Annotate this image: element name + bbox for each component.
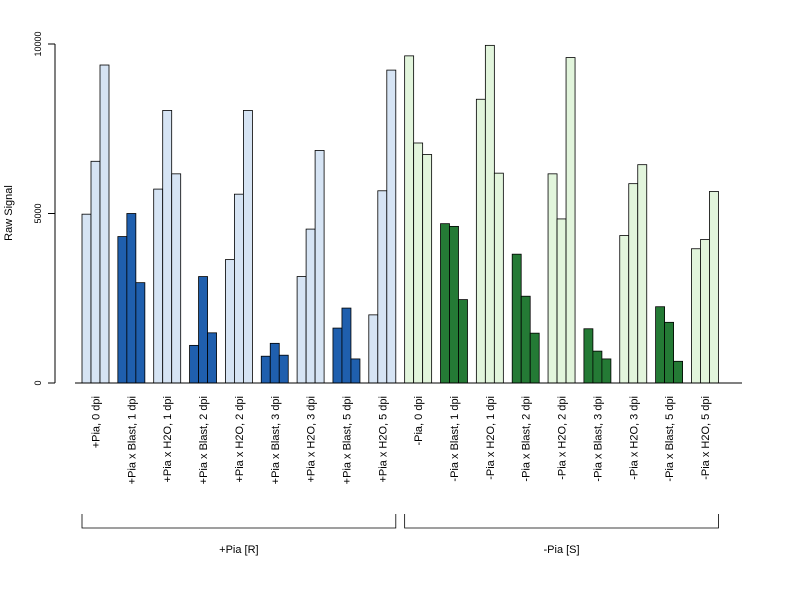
bar [583,328,594,384]
bar [413,142,424,384]
bar [350,358,361,384]
x-tick-label: +Pia x Blast, 2 dpi [198,396,210,484]
category-labels: +Pia, 0 dpi +Pia x Blast, 1 dpi +Pia x H2O… [91,396,712,484]
bar [458,299,468,384]
bar [314,150,325,384]
bar [511,253,522,384]
y-tick-label: 10000 [33,31,43,56]
bar [601,358,612,384]
x-tick-label: +Pia x Blast, 5 dpi [341,396,353,484]
bar [153,188,164,384]
x-tick-label: -Pia x H2O, 5 dpi [700,396,712,480]
x-tick-label: -Pia x Blast, 2 dpi [521,396,533,482]
bar [619,235,630,384]
bar [628,183,639,384]
bar [664,321,674,384]
bar [189,344,199,384]
bar [556,218,567,384]
bar [691,248,701,384]
bar [493,172,504,384]
y-axis-title: Raw Signal [3,185,15,241]
bar [126,213,137,384]
bar [700,239,710,384]
x-tick-label: +Pia x Blast, 1 dpi [126,396,138,484]
bar [386,69,397,384]
bar [260,355,271,384]
bar [81,213,92,384]
bar [368,314,379,384]
bar [162,110,173,384]
bar [377,190,388,384]
x-tick-label: -Pia x Blast, 5 dpi [664,396,676,482]
x-tick-label: +Pia, 0 dpi [91,396,103,448]
bar [592,350,603,384]
x-tick-label: -Pia x H2O, 2 dpi [557,396,569,480]
group-label: -Pia [S] [544,544,580,556]
group-label: +Pia [R] [219,544,258,556]
bar [305,228,316,384]
x-tick-label: -Pia x Blast, 3 dpi [592,396,604,482]
x-tick-label: +Pia x H2O, 5 dpi [377,396,389,483]
bar [341,307,352,384]
x-tick-label: -Pia x H2O, 1 dpi [485,396,497,480]
bar [332,327,343,384]
bar [565,57,576,384]
x-tick-label: -Pia x H2O, 3 dpi [628,396,640,480]
bar [90,160,101,384]
bars-layer [81,44,719,384]
bar [171,173,182,384]
group-brackets: +Pia [R] -Pia [S] [81,514,719,556]
x-tick-label: -Pia x Blast, 1 dpi [449,396,461,482]
bar [475,98,486,384]
y-tick-label: 5000 [33,203,43,223]
bar [207,332,217,384]
bar [269,342,280,384]
bar [440,223,450,384]
bar [404,55,415,384]
bar [449,225,459,384]
group-bracket [81,514,397,529]
bar [224,259,235,384]
bar [520,295,531,384]
y-tick-label: 0 [33,380,43,385]
bar [529,332,540,384]
group-bracket [404,514,719,529]
x-tick-label: +Pia x Blast, 3 dpi [270,396,282,484]
bar [242,110,253,384]
bar [709,191,719,384]
bar [637,164,648,384]
bar [135,282,146,384]
x-tick-label: +Pia x H2O, 3 dpi [306,396,318,483]
bar [198,276,208,384]
bar [117,236,128,384]
bar [547,173,558,384]
bar [655,306,665,384]
x-tick-label: +Pia x H2O, 1 dpi [162,396,174,483]
bar [296,276,307,384]
bar [99,64,110,384]
bar [673,360,683,384]
bar [484,44,495,384]
bar [233,193,244,384]
bar [278,354,289,384]
axis-layer: 0 5000 10000 [33,31,742,386]
x-tick-label: +Pia x H2O, 2 dpi [234,396,246,483]
bar [422,154,433,384]
x-tick-label: -Pia, 0 dpi [413,396,425,446]
